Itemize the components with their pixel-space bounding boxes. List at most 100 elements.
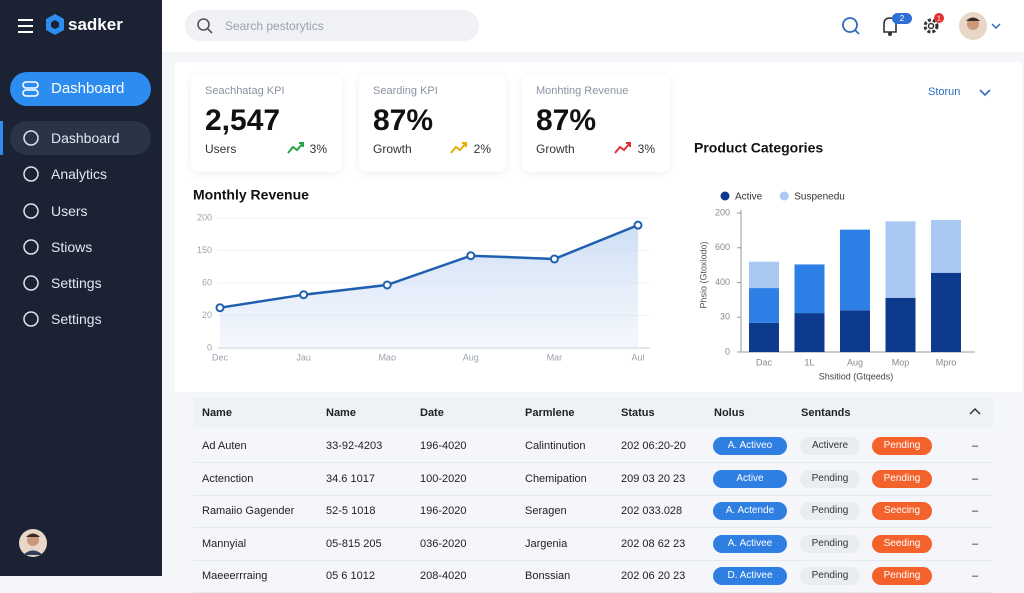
table-cell: Mannyial <box>202 537 247 550</box>
table-cell: 05 6 1012 <box>326 570 375 583</box>
nav-icon <box>23 130 39 146</box>
table-header-cell: Name <box>326 407 356 419</box>
table-cell: Jargenia <box>525 537 568 550</box>
profile-chevron[interactable] <box>991 23 1001 30</box>
badge <box>934 13 944 23</box>
status-pill[interactable]: Seeding <box>872 534 932 553</box>
bar-segment <box>885 297 916 352</box>
table-cell: Bonssian <box>525 570 571 583</box>
nav-item[interactable]: Users <box>10 194 151 228</box>
table-cell: 202 06 20 23 <box>621 570 686 583</box>
chart-title: Monthly Revenue <box>193 187 309 203</box>
nav-label: Settings <box>51 311 102 327</box>
dropdown-chevron[interactable] <box>978 87 992 99</box>
nav-item[interactable]: Settings <box>10 302 151 336</box>
profile-avatar[interactable] <box>959 12 987 40</box>
menu-icon[interactable] <box>16 16 36 36</box>
status-pill[interactable]: Pending <box>800 534 860 553</box>
nav-label: Analytics <box>51 166 108 182</box>
y-tick-label: 20 <box>202 310 212 320</box>
status-pill[interactable]: Pending <box>872 469 932 488</box>
settings-button[interactable] <box>923 18 939 34</box>
kpi-title: Monhting Revenue <box>536 85 629 97</box>
status-pill[interactable]: Pending <box>800 469 860 488</box>
bar-segment <box>931 219 961 273</box>
sort-icon[interactable] <box>968 406 982 418</box>
kpi-title: Searding KPI <box>373 85 438 97</box>
status-pill[interactable]: Seecing <box>872 502 932 521</box>
x-tick-label: Jau <box>296 352 311 362</box>
nav-icon <box>23 203 39 219</box>
y-axis-label: Phsio (Gtoxiodo) <box>698 241 708 308</box>
nav-icon <box>23 239 39 255</box>
status-pill[interactable]: A. Actende <box>713 502 787 521</box>
x-tick-label: Aul <box>631 352 644 362</box>
status-pill[interactable]: Pending <box>872 437 932 455</box>
kpi-value: 2,547 <box>205 104 281 137</box>
table-cell: – <box>972 472 979 485</box>
status-pill[interactable]: A. Activeo <box>713 437 787 455</box>
table-header-cell: Name <box>202 407 232 419</box>
table-cell: 52-5 1018 <box>326 505 376 518</box>
bar-segment <box>931 272 961 352</box>
trend-icon <box>614 142 631 154</box>
status-pill[interactable]: Pending <box>800 567 860 586</box>
y-tick-label: 30 <box>720 312 730 322</box>
kpi-label: Users <box>205 142 237 156</box>
bar-segment <box>840 229 870 311</box>
kpi-change: 3% <box>309 142 327 156</box>
badge-text: 2 <box>900 14 905 23</box>
badge-text: 1 <box>937 15 941 22</box>
status-pill[interactable]: Pending <box>800 502 860 521</box>
nav-item[interactable]: Analytics <box>10 157 151 191</box>
nav-icon <box>23 166 39 182</box>
x-tick-label: Mar <box>547 352 563 362</box>
status-pill[interactable]: A. Activee <box>713 534 787 553</box>
y-tick-label: 150 <box>197 245 212 255</box>
kpi-change: 3% <box>637 142 655 156</box>
point <box>299 290 309 300</box>
status-pill[interactable]: Activere <box>800 437 860 455</box>
primary-nav[interactable]: Dashboard <box>10 72 151 106</box>
row-divider <box>193 559 993 561</box>
kpi-change: 2% <box>473 142 491 156</box>
status-pill[interactable]: D. Activee <box>713 567 787 586</box>
bar-segment <box>749 288 779 323</box>
kpi-card: Searding KPI 87% Growth 2% <box>359 74 506 172</box>
x-tick-label: Dec <box>212 352 229 362</box>
nav-label: Settings <box>51 275 102 291</box>
bar-segment <box>794 313 825 352</box>
point <box>382 280 392 290</box>
status-pill[interactable]: Active <box>713 469 787 488</box>
kpi-label: Growth <box>536 142 575 156</box>
table-cell: 202 08 62 23 <box>621 537 686 550</box>
active-indicator <box>0 121 3 155</box>
x-tick-label: 1L <box>804 357 814 367</box>
table-header-cell: Nolus <box>714 407 745 419</box>
table-cell: 34.6 1017 <box>326 472 375 485</box>
search-icon <box>197 18 213 34</box>
search-box[interactable]: Search pestorytics <box>185 10 479 41</box>
table-cell: Actenction <box>202 472 254 485</box>
charts: Monthly Revenue Product Categories Phsio… <box>193 140 975 381</box>
x-tick-label: Mao <box>378 352 396 362</box>
y-tick-label: 400 <box>715 277 730 287</box>
search-button[interactable] <box>842 17 860 35</box>
user-avatar[interactable] <box>18 528 48 558</box>
kpi-label: Growth <box>373 142 412 156</box>
table-cell: Ad Auten <box>202 440 247 452</box>
nav-item[interactable]: Stiows <box>10 230 151 264</box>
sidebar: sadker Dashboard Dashboard Analytics Users… <box>0 0 162 576</box>
x-tick-label: Dac <box>756 357 773 367</box>
bar-segment <box>749 261 779 289</box>
dropdown[interactable]: Storun <box>928 86 961 98</box>
primary-nav-label: Dashboard <box>51 80 125 97</box>
nav-item[interactable]: Settings <box>10 266 151 300</box>
header-icons: 2 1 <box>842 12 1001 40</box>
point <box>549 254 559 264</box>
nav-item[interactable]: Dashboard <box>10 121 151 155</box>
status-pill[interactable]: Pending <box>872 567 932 586</box>
table-header-cell: Parmlene <box>525 407 575 419</box>
y-tick-label: 200 <box>715 207 730 217</box>
